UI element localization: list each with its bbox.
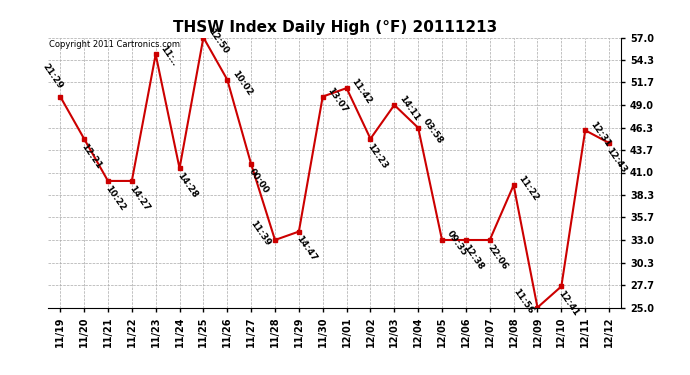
Title: THSW Index Daily High (°F) 20111213: THSW Index Daily High (°F) 20111213 [172, 20, 497, 35]
Text: 11:56: 11:56 [511, 287, 535, 315]
Text: 11:..: 11:.. [159, 44, 179, 68]
Text: 12:50: 12:50 [206, 27, 230, 55]
Text: 00:00: 00:00 [246, 167, 270, 195]
Text: 12:41: 12:41 [557, 289, 580, 318]
Text: 10:02: 10:02 [230, 69, 254, 98]
Text: 12:23: 12:23 [366, 141, 390, 170]
Text: 12:31: 12:31 [588, 120, 612, 148]
Text: 13:07: 13:07 [326, 86, 349, 114]
Text: 03:58: 03:58 [421, 117, 444, 146]
Text: 11:42: 11:42 [349, 77, 373, 106]
Text: 22:06: 22:06 [485, 243, 509, 271]
Text: 12:38: 12:38 [462, 243, 485, 272]
Text: 09:35: 09:35 [445, 229, 469, 258]
Text: 11:22: 11:22 [516, 174, 540, 203]
Text: 14:28: 14:28 [175, 171, 199, 200]
Text: 12:43: 12:43 [604, 146, 629, 174]
Text: 12:21: 12:21 [79, 141, 104, 170]
Text: 21:29: 21:29 [41, 62, 65, 91]
Text: 11:39: 11:39 [248, 219, 273, 248]
Text: 10:22: 10:22 [104, 184, 127, 212]
Text: 14:47: 14:47 [294, 234, 318, 263]
Text: Copyright 2011 Cartronics.com: Copyright 2011 Cartronics.com [50, 40, 181, 49]
Text: 14:27: 14:27 [127, 184, 151, 213]
Text: 14:11: 14:11 [397, 94, 421, 123]
